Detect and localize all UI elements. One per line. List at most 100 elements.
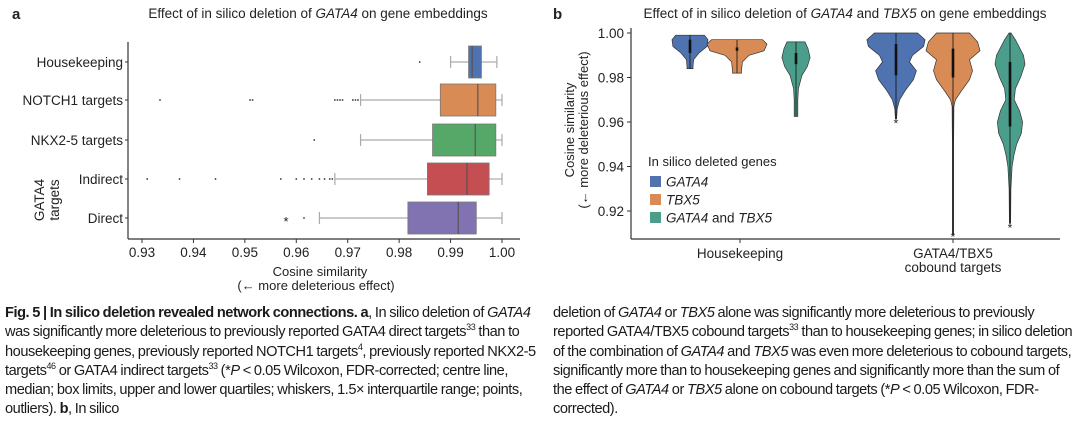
- caption-run: TBX5: [687, 382, 722, 399]
- caption-run: GATA4: [487, 305, 531, 321]
- group-label-gata4-targets: GATA4 targets: [32, 178, 62, 221]
- caption-run: deletion of: [553, 305, 619, 321]
- caption-run: GATA4: [618, 305, 662, 321]
- y-tick-label: 0.96: [598, 115, 624, 130]
- caption-run: 46: [46, 361, 56, 372]
- outlier-point: [310, 178, 313, 180]
- text-run: Effect of in silico deletion of: [643, 6, 810, 21]
- box: [468, 45, 482, 79]
- outlier-point: [295, 178, 298, 180]
- category-label: NOTCH1 targets: [22, 93, 123, 108]
- caption-run: than to housekeeping genes, previously r…: [5, 324, 520, 360]
- figure-caption-right: deletion of GATA4 or TBX5 alone was sign…: [553, 304, 1077, 420]
- outlier-point: [279, 178, 282, 180]
- outlier-point: [159, 99, 161, 101]
- text-run: on gene embeddings: [358, 6, 488, 21]
- outlier-point: [328, 178, 331, 180]
- group-label-line: targets: [47, 179, 62, 221]
- outlier-point: [214, 178, 217, 180]
- significance-marker: *: [283, 214, 288, 229]
- caption-run: GATA4: [625, 382, 669, 399]
- caption-run: was even more deleterious to cobound tar…: [553, 343, 1072, 399]
- caption-run: P: [230, 362, 240, 379]
- outlier-point: [249, 99, 251, 101]
- y-axis-title: Cosine similarity (← more deleterious ef…: [562, 51, 591, 208]
- x-tick-label: 1.00: [489, 245, 515, 260]
- outlier-point: [333, 99, 336, 101]
- x-tick-label: 0.95: [232, 245, 258, 260]
- outlier-point: [339, 99, 341, 101]
- text-run: GATA4: [666, 175, 708, 190]
- caption-run: or: [668, 382, 687, 399]
- box: [432, 123, 497, 157]
- outlier-point: [351, 99, 354, 101]
- text-run: on gene embeddings: [917, 6, 1047, 21]
- outlier-point: [146, 178, 149, 180]
- x-tick-label: 0.97: [335, 245, 361, 260]
- outlier-point: [323, 178, 326, 180]
- panel-a-letter: a: [12, 6, 21, 23]
- x-tick-label: 0.93: [129, 245, 155, 260]
- caption-run: 33: [466, 322, 476, 333]
- x-tick-label: 0.94: [180, 245, 207, 260]
- outlier-point: [341, 99, 344, 101]
- box: [439, 83, 497, 117]
- text-run: TBX5: [883, 6, 917, 21]
- caption-run: < 0.05 Wilcoxon, FDR-corrected).: [553, 382, 1039, 418]
- outlier-point: [336, 99, 339, 101]
- legend-label: TBX5: [666, 193, 700, 208]
- box: [407, 201, 477, 235]
- panel-a-boxplot: a Effect of in silico deletion of GATA4 …: [12, 6, 520, 293]
- caption-run: b: [59, 401, 69, 418]
- caption-run: was significantly more deleterious to pr…: [5, 324, 467, 341]
- outlier-point: [354, 99, 357, 101]
- caption-run: 4: [357, 341, 363, 352]
- caption-run: GATA4: [680, 343, 725, 360]
- caption-run: TBX5: [679, 305, 715, 321]
- text-run: TBX5: [738, 211, 772, 226]
- y-tick-label: 0.92: [598, 204, 624, 219]
- x-axis-title: Cosine similarity: [273, 264, 368, 279]
- legend-label: GATA4 and TBX5: [666, 211, 773, 226]
- caption-run: , previously reported NKX2-5 targets: [5, 343, 536, 379]
- caption-run: alone on cobound targets (*: [721, 382, 891, 399]
- x-category-label: cobound targets: [905, 260, 1002, 275]
- outlier-point: [303, 217, 305, 219]
- panel-b-title: Effect of in silico deletion of GATA4 an…: [643, 6, 1046, 21]
- y-tick-label: 0.94: [598, 160, 625, 175]
- legend-swatch: [650, 212, 661, 223]
- outlier-point: [251, 99, 254, 101]
- category-label: NKX2-5 targets: [31, 133, 124, 148]
- x-tick-label: 0.96: [283, 245, 309, 260]
- text-run: and: [708, 211, 738, 226]
- legend-title: In silico deleted genes: [648, 154, 777, 169]
- x-category-label: GATA4/TBX5: [913, 246, 993, 261]
- y-axis-title-line: Cosine similarity: [562, 82, 577, 177]
- group-label-line: GATA4: [32, 178, 47, 221]
- figure: a Effect of in silico deletion of GATA4 …: [12, 6, 1060, 293]
- legend-label: GATA4: [666, 175, 708, 190]
- box: [427, 162, 490, 196]
- panel-b-violin: b Effect of in silico deletion of GATA4 …: [553, 6, 1060, 275]
- caption-run: and: [724, 343, 754, 360]
- significance-marker: *: [1008, 221, 1013, 235]
- outlier-point: [357, 99, 359, 101]
- text-run: GATA4: [315, 6, 357, 21]
- caption-run: 33: [208, 361, 218, 372]
- outlier-point: [178, 178, 181, 180]
- x-axis-subtitle: (← more deleterious effect): [237, 278, 394, 293]
- outlier-point: [318, 178, 321, 180]
- caption-run: alone was significantly more deleterious…: [553, 305, 1035, 341]
- caption-run: , In silico deletion of: [368, 305, 488, 321]
- outlier-point: [331, 178, 334, 180]
- outlier-point: [303, 178, 305, 180]
- outlier-point: [418, 61, 421, 63]
- caption-run: < 0.05 Wilcoxon, FDR-corrected; centre l…: [5, 362, 523, 418]
- text-run: and: [853, 6, 883, 21]
- caption-run: than to housekeeping genes; in silico de…: [553, 324, 1073, 360]
- category-label: Indirect: [79, 172, 124, 187]
- x-tick-label: 0.99: [437, 245, 463, 260]
- caption-run: P: [889, 382, 900, 399]
- y-tick-label: 1.00: [598, 26, 624, 41]
- caption-run: 33: [789, 322, 799, 333]
